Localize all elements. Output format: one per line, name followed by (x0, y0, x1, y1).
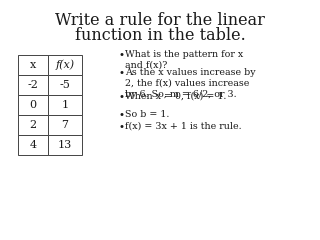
Bar (18, 95, 48, 115)
Text: function in the table.: function in the table. (75, 27, 245, 44)
Text: and f(x)?: and f(x)? (125, 61, 167, 70)
Text: When x = 0, f(x) = 1.: When x = 0, f(x) = 1. (125, 92, 226, 101)
Text: •: • (118, 92, 124, 102)
Text: f(x): f(x) (55, 60, 75, 70)
Text: by 6. So, m = 6/2, or 3.: by 6. So, m = 6/2, or 3. (125, 90, 236, 99)
Text: -2: -2 (28, 80, 38, 90)
Bar (18, 115, 48, 135)
Text: Write a rule for the linear: Write a rule for the linear (55, 12, 265, 29)
Bar (48, 115, 82, 135)
Text: •: • (118, 122, 124, 132)
Text: 7: 7 (61, 120, 68, 130)
Text: So b = 1.: So b = 1. (125, 110, 169, 119)
Text: What is the pattern for x: What is the pattern for x (125, 50, 243, 59)
Bar (48, 135, 82, 155)
Text: -5: -5 (60, 80, 70, 90)
Text: 1: 1 (61, 100, 68, 110)
Text: 4: 4 (29, 140, 36, 150)
Text: 13: 13 (58, 140, 72, 150)
Text: •: • (118, 110, 124, 120)
Bar (18, 75, 48, 95)
Bar (48, 75, 82, 95)
Text: 2, the f(x) values increase: 2, the f(x) values increase (125, 79, 249, 88)
Text: •: • (118, 50, 124, 60)
Text: x: x (30, 60, 36, 70)
Text: 2: 2 (29, 120, 36, 130)
Text: As the x values increase by: As the x values increase by (125, 68, 256, 77)
Text: 0: 0 (29, 100, 36, 110)
Bar (48, 55, 82, 75)
Text: •: • (118, 68, 124, 78)
Bar (18, 135, 48, 155)
Text: f(x) = 3x + 1 is the rule.: f(x) = 3x + 1 is the rule. (125, 122, 242, 131)
Bar (18, 55, 48, 75)
Bar (48, 95, 82, 115)
